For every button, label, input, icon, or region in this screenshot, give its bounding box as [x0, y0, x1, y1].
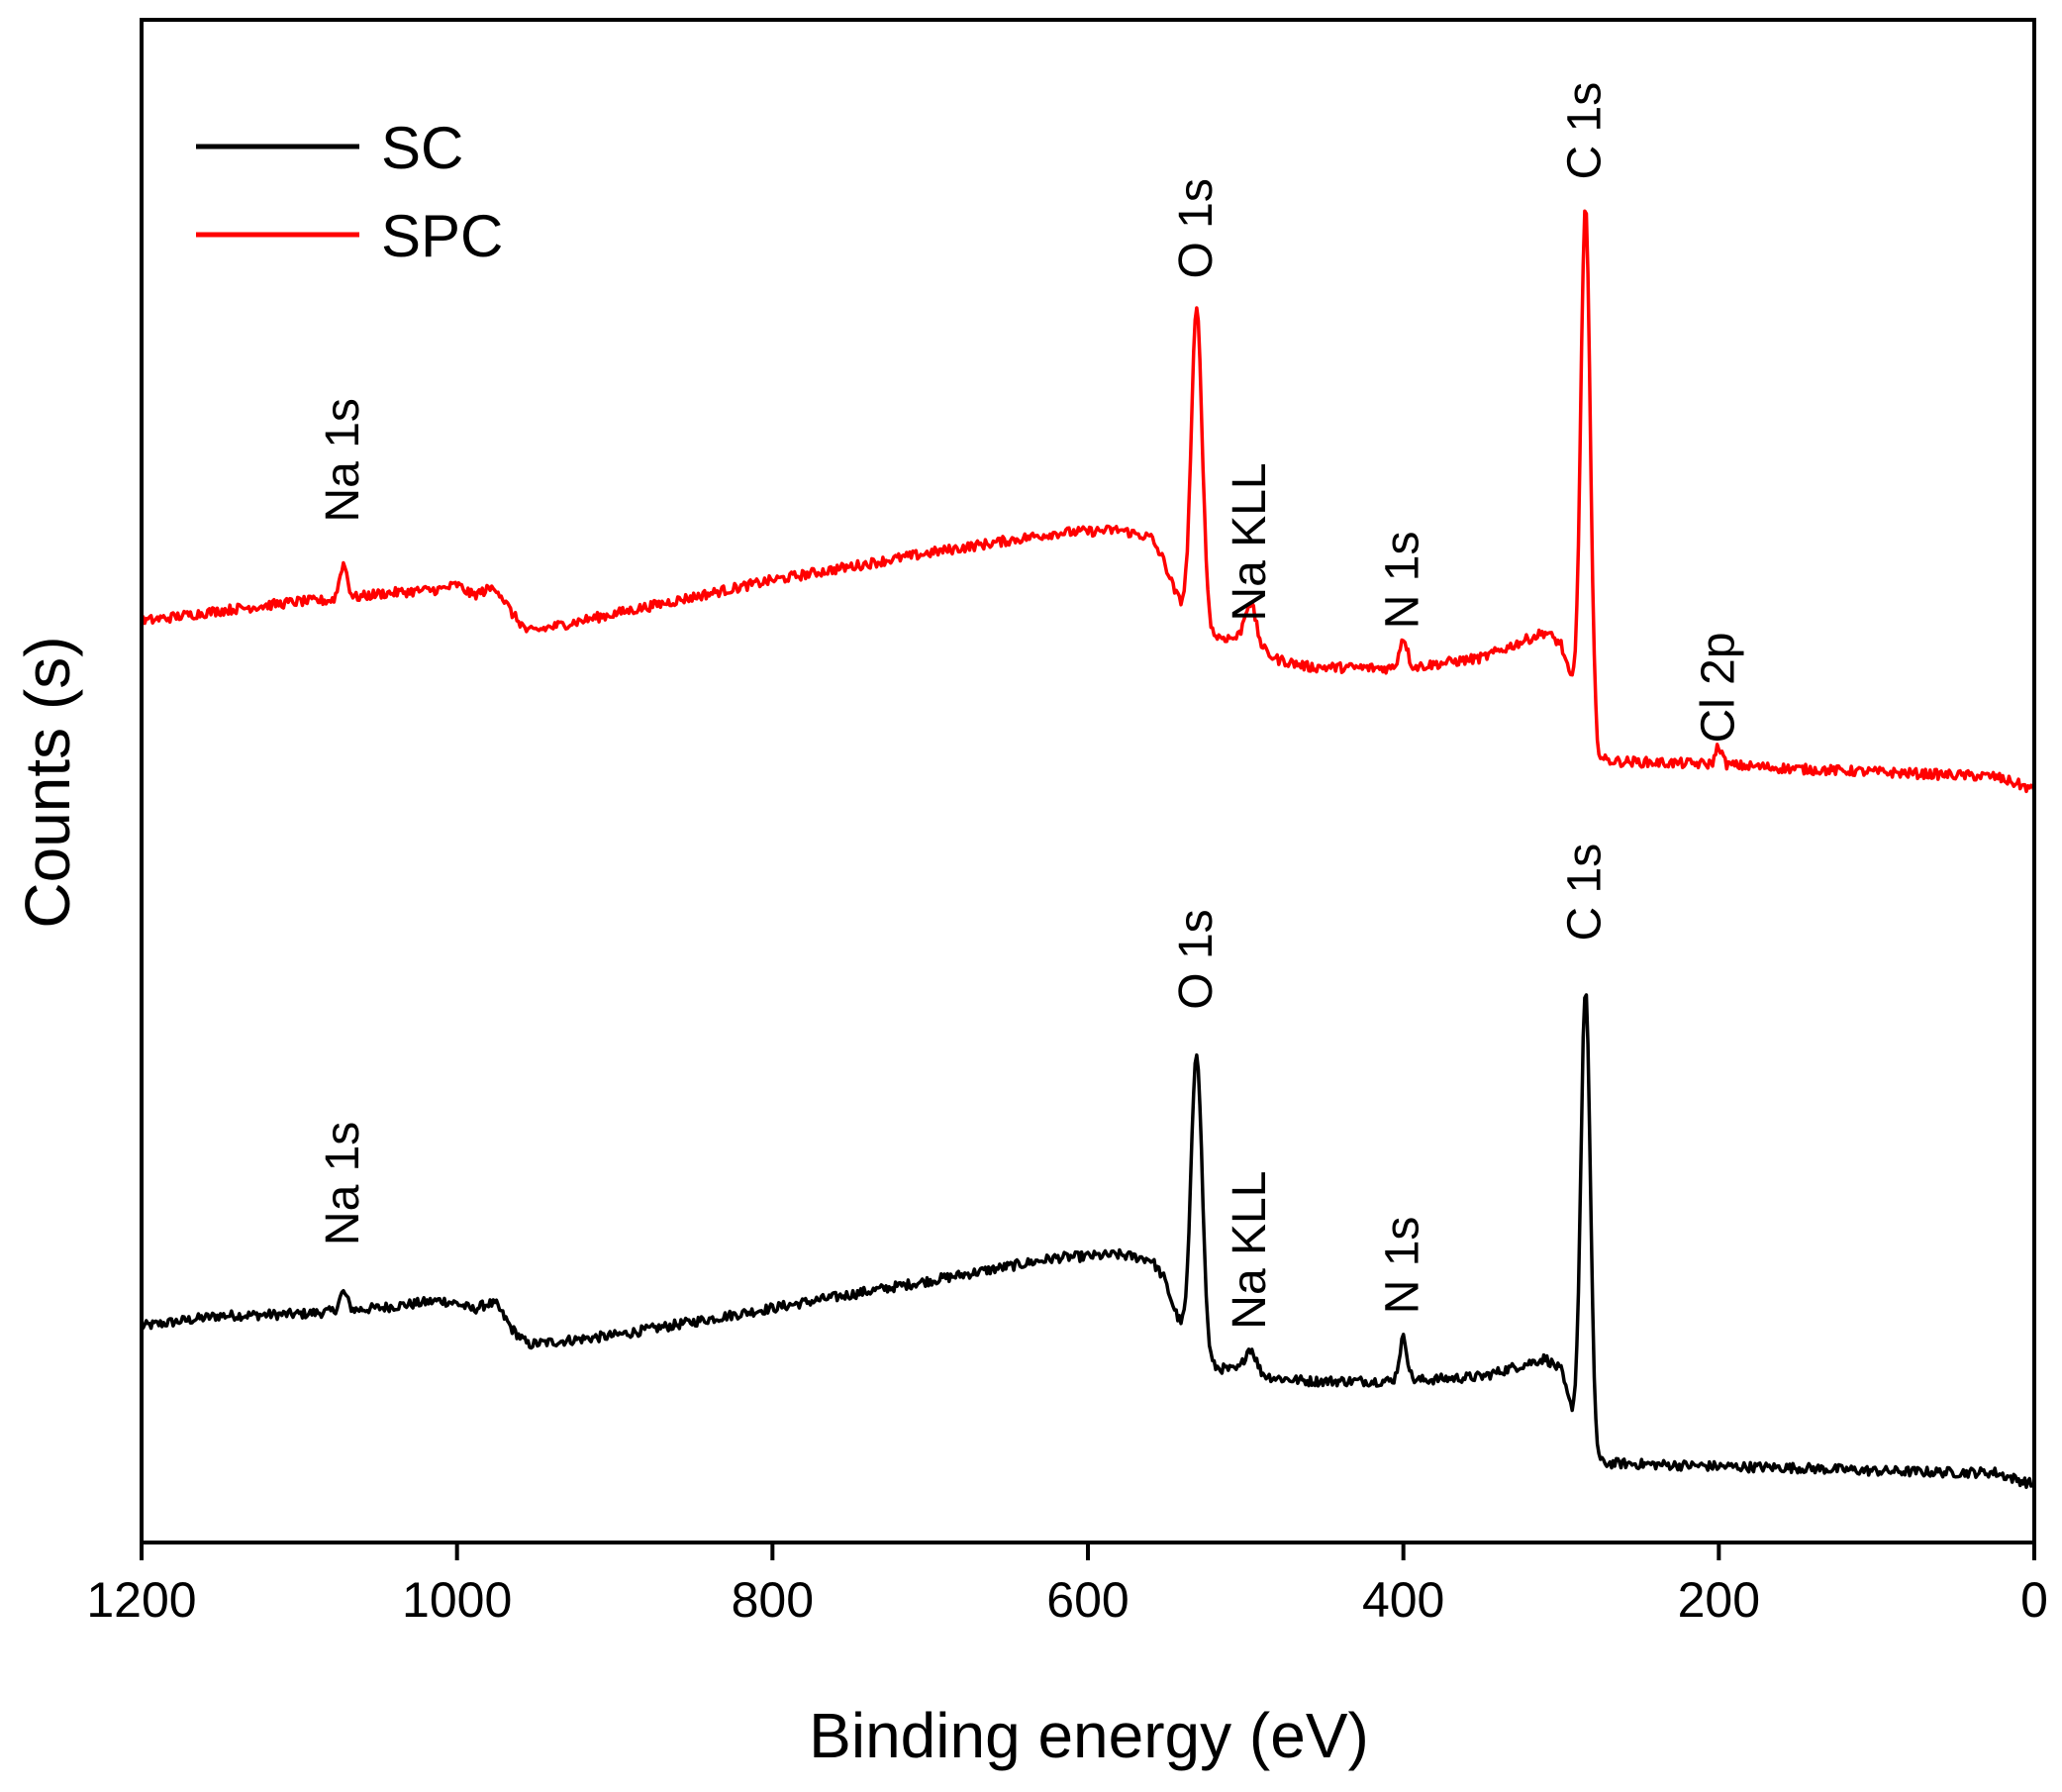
- peak-label-spc-cl-2p: Cl 2p: [1692, 632, 1744, 743]
- y-axis-label: Counts (s): [12, 636, 83, 928]
- legend: SC SPC: [196, 115, 503, 269]
- peak-label-sc-c-1s: C 1s: [1559, 844, 1612, 942]
- x-tick-label-200: 200: [1678, 1572, 1760, 1628]
- x-tick-label-800: 800: [732, 1572, 814, 1628]
- x-axis-ticks: [140, 1543, 2036, 1560]
- x-tick-label-1000: 1000: [402, 1572, 512, 1628]
- series-line-spc: [140, 209, 2036, 794]
- x-axis-label: Binding energy (eV): [809, 1700, 1369, 1771]
- peak-label-spc-n-1s: N 1s: [1377, 531, 1429, 629]
- legend-label-spc: SPC: [381, 203, 503, 269]
- series-layer: [140, 209, 2036, 1489]
- peak-label-spc-o-1s: O 1s: [1170, 178, 1223, 278]
- x-tick-label-400: 400: [1362, 1572, 1444, 1628]
- peak-label-sc-o-1s: O 1s: [1170, 909, 1223, 1009]
- peak-annotations: Na 1s O 1s Na KLL N 1s C 1s Cl 2p Na 1s O 1s Na …: [317, 82, 1744, 1330]
- x-tick-label-1200: 1200: [86, 1572, 196, 1628]
- legend-label-sc: SC: [381, 115, 463, 181]
- series-line-sc: [140, 993, 2036, 1489]
- peak-label-spc-na-1s: Na 1s: [317, 398, 369, 522]
- peak-label-sc-n-1s: N 1s: [1377, 1217, 1429, 1315]
- x-tick-label-0: 0: [2020, 1572, 2048, 1628]
- x-axis-tick-labels: 1200 1000 800 600 400 200 0: [86, 1572, 2048, 1628]
- x-tick-label-600: 600: [1046, 1572, 1129, 1628]
- peak-label-sc-na-1s: Na 1s: [317, 1122, 369, 1245]
- peak-label-spc-c-1s: C 1s: [1559, 82, 1612, 180]
- peak-label-sc-na-kll: Na KLL: [1224, 1171, 1276, 1330]
- peak-label-spc-na-kll: Na KLL: [1224, 462, 1276, 621]
